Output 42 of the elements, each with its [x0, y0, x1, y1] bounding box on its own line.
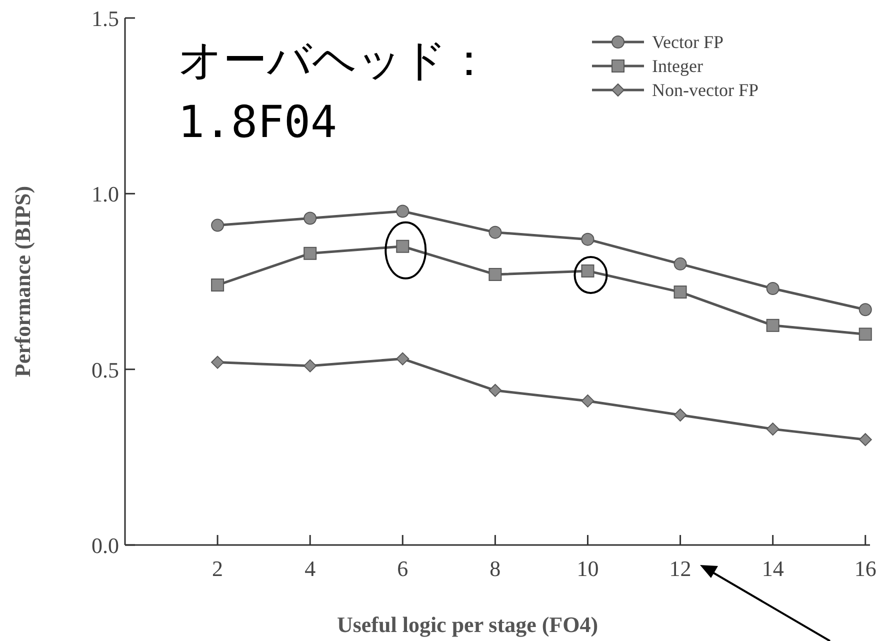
- point: [858, 303, 872, 316]
- point: [211, 356, 224, 369]
- point: [674, 408, 687, 422]
- x-tick-label: 4: [304, 556, 316, 581]
- point: [304, 212, 317, 225]
- y-tick-label: 1.5: [92, 6, 119, 31]
- point: [674, 286, 687, 299]
- point: [581, 394, 594, 408]
- point: [858, 328, 872, 341]
- x-tick-label: 10: [576, 556, 599, 581]
- point: [396, 352, 410, 366]
- x-tick-label: 16: [854, 556, 876, 581]
- legend-label: Vector FP: [652, 32, 724, 52]
- annotation: オーバヘッド：: [178, 35, 491, 86]
- point: [304, 359, 317, 372]
- legend-label: Non-vector FP: [652, 80, 758, 100]
- y-tick-label: 1.0: [92, 182, 119, 207]
- point: [488, 226, 502, 239]
- point: [396, 204, 410, 218]
- y-tick-label: 0.5: [92, 357, 119, 382]
- point: [488, 384, 502, 397]
- x-tick-label: 8: [490, 556, 501, 581]
- x-axis-title: Useful logic per stage (FO4): [336, 612, 598, 637]
- point: [674, 257, 687, 270]
- point: [211, 218, 224, 232]
- legend-label: Integer: [652, 56, 703, 76]
- y-axis-title: Performance (BIPS): [10, 186, 35, 378]
- point: [211, 278, 224, 292]
- point: [304, 246, 317, 260]
- point: [766, 422, 780, 436]
- y-tick-label: 0.0: [92, 533, 119, 558]
- point: [766, 282, 780, 296]
- annotation: 1.8F04: [178, 97, 337, 148]
- x-tick-label: 14: [762, 556, 784, 581]
- x-tick-label: 6: [397, 556, 408, 581]
- point: [396, 240, 410, 253]
- point: [858, 433, 872, 446]
- point: [766, 318, 780, 332]
- point: [581, 232, 594, 246]
- x-tick-label: 12: [669, 556, 692, 581]
- point: [488, 268, 502, 281]
- x-tick-label: 2: [212, 556, 224, 581]
